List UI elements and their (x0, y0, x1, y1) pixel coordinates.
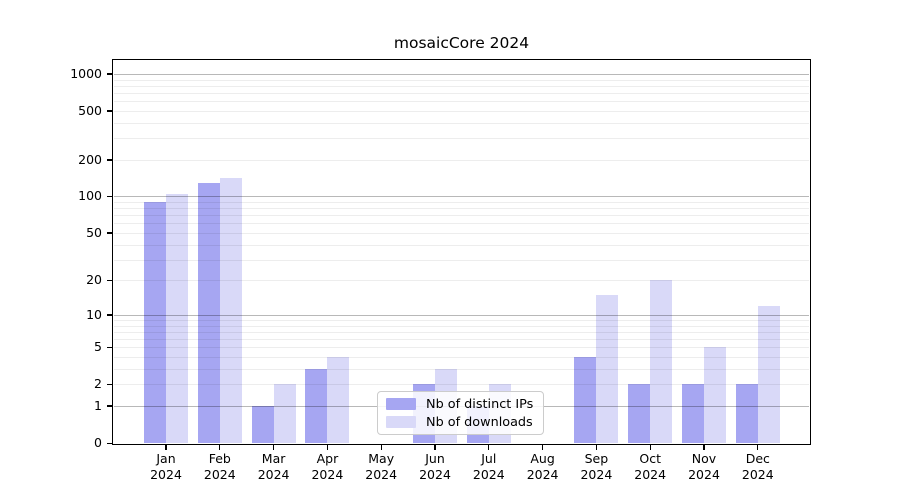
bar-nb-of-downloads-sep (596, 294, 619, 443)
x-tick-mark (165, 445, 167, 450)
y-tick-label: 2 (94, 376, 102, 392)
y-tick-label: 50 (86, 224, 102, 240)
y-tick-label: 1000 (70, 65, 102, 81)
x-tick-label-nov: Nov 2024 (688, 451, 720, 482)
x-tick-mark (649, 445, 651, 450)
minor-gridline (114, 208, 809, 210)
minor-gridline (114, 101, 809, 103)
bar-nb-of-downloads-apr (327, 357, 350, 443)
x-tick-label-feb: Feb 2024 (203, 451, 236, 482)
major-gridline (114, 73, 809, 75)
y-tick-mark (107, 110, 113, 112)
minor-gridline (114, 232, 809, 234)
bar-nb-of-downloads-nov (704, 347, 726, 443)
minor-gridline (114, 339, 809, 341)
minor-gridline (114, 159, 809, 161)
x-tick-mark (757, 445, 759, 450)
legend-label-downloads: Nb of downloads (426, 414, 533, 430)
y-tick-mark (107, 346, 113, 349)
minor-gridline (114, 202, 809, 204)
x-tick-mark (541, 445, 544, 450)
minor-gridline (114, 244, 809, 246)
x-tick-label-apr: Apr 2024 (311, 451, 344, 482)
y-tick-mark (107, 232, 113, 234)
x-tick-label-jul: Jul 2024 (472, 451, 505, 482)
minor-gridline (114, 384, 809, 386)
bar-nb-of-downloads-oct (650, 280, 673, 443)
bar-nb-of-distinct-ips-oct (628, 384, 651, 443)
minor-gridline (114, 79, 809, 81)
bar-nb-of-downloads-feb (219, 177, 242, 443)
legend: Nb of distinct IPs Nb of downloads (377, 391, 544, 435)
bar-nb-of-distinct-ips-jan (144, 202, 166, 443)
minor-gridline (114, 357, 809, 359)
y-tick-label: 500 (78, 102, 102, 118)
x-tick-label-jan: Jan 2024 (150, 451, 182, 482)
x-tick-mark (595, 445, 598, 450)
minor-gridline (114, 223, 809, 225)
x-tick-label-sep: Sep 2024 (580, 451, 613, 482)
y-tick-label: 100 (78, 188, 102, 204)
bar-nb-of-distinct-ips-dec (735, 384, 758, 443)
x-tick-label-mar: Mar 2024 (257, 451, 290, 482)
minor-gridline (114, 138, 809, 140)
legend-entry-downloads: Nb of downloads (386, 415, 535, 430)
x-tick-mark (434, 445, 436, 450)
minor-gridline (114, 347, 809, 349)
bar-nb-of-downloads-jan (166, 193, 188, 443)
x-tick-mark (326, 445, 329, 450)
minor-gridline (114, 325, 809, 327)
minor-gridline (114, 92, 809, 94)
y-tick-label: 20 (86, 272, 102, 288)
minor-gridline (114, 110, 809, 112)
x-tick-label-jun: Jun 2024 (419, 451, 451, 482)
minor-gridline (114, 259, 809, 261)
legend-entry-distinct-ips: Nb of distinct IPs (386, 397, 535, 412)
minor-gridline (114, 215, 809, 217)
y-tick-mark (107, 383, 113, 386)
y-tick-mark (107, 279, 113, 282)
y-tick-mark (107, 159, 113, 161)
minor-gridline (114, 368, 809, 370)
x-tick-label-may: May 2024 (365, 451, 398, 482)
bar-nb-of-distinct-ips-sep (574, 357, 597, 443)
chart-title: mosaicCore 2024 (393, 34, 530, 52)
x-tick-label-oct: Oct 2024 (634, 451, 667, 482)
y-tick-mark (107, 195, 113, 198)
bar-nb-of-distinct-ips-nov (682, 384, 704, 443)
minor-gridline (114, 320, 809, 321)
minor-gridline (114, 85, 809, 87)
minor-gridline (114, 331, 809, 333)
bar-nb-of-downloads-mar (273, 384, 296, 443)
bar-nb-of-distinct-ips-apr (305, 368, 328, 443)
x-tick-label-dec: Dec 2024 (741, 451, 774, 482)
bar-nb-of-distinct-ips-mar (251, 405, 274, 443)
y-tick-label: 0 (94, 435, 102, 450)
legend-swatch-downloads (386, 416, 416, 428)
legend-swatch-distinct-ips (386, 398, 416, 410)
x-tick-mark (219, 445, 221, 450)
y-tick-label: 200 (78, 151, 102, 167)
legend-label-distinct-ips: Nb of distinct IPs (426, 396, 534, 412)
y-tick-mark (107, 405, 113, 407)
y-tick-mark (107, 314, 113, 316)
y-tick-mark (107, 442, 113, 444)
major-gridline (114, 196, 809, 198)
y-tick-mark (107, 73, 113, 75)
x-tick-mark (703, 445, 705, 450)
major-gridline (114, 314, 809, 316)
bar-nb-of-downloads-dec (757, 305, 780, 443)
x-tick-mark (380, 445, 382, 450)
bar-nb-of-distinct-ips-feb (197, 183, 220, 443)
x-tick-mark (488, 445, 490, 450)
x-tick-mark (272, 445, 275, 450)
minor-gridline (114, 122, 809, 124)
y-tick-label: 1 (94, 397, 102, 413)
minor-gridline (114, 280, 809, 282)
y-tick-label: 5 (94, 339, 102, 355)
x-tick-label-aug: Aug 2024 (526, 451, 559, 482)
y-tick-label: 10 (86, 306, 102, 322)
